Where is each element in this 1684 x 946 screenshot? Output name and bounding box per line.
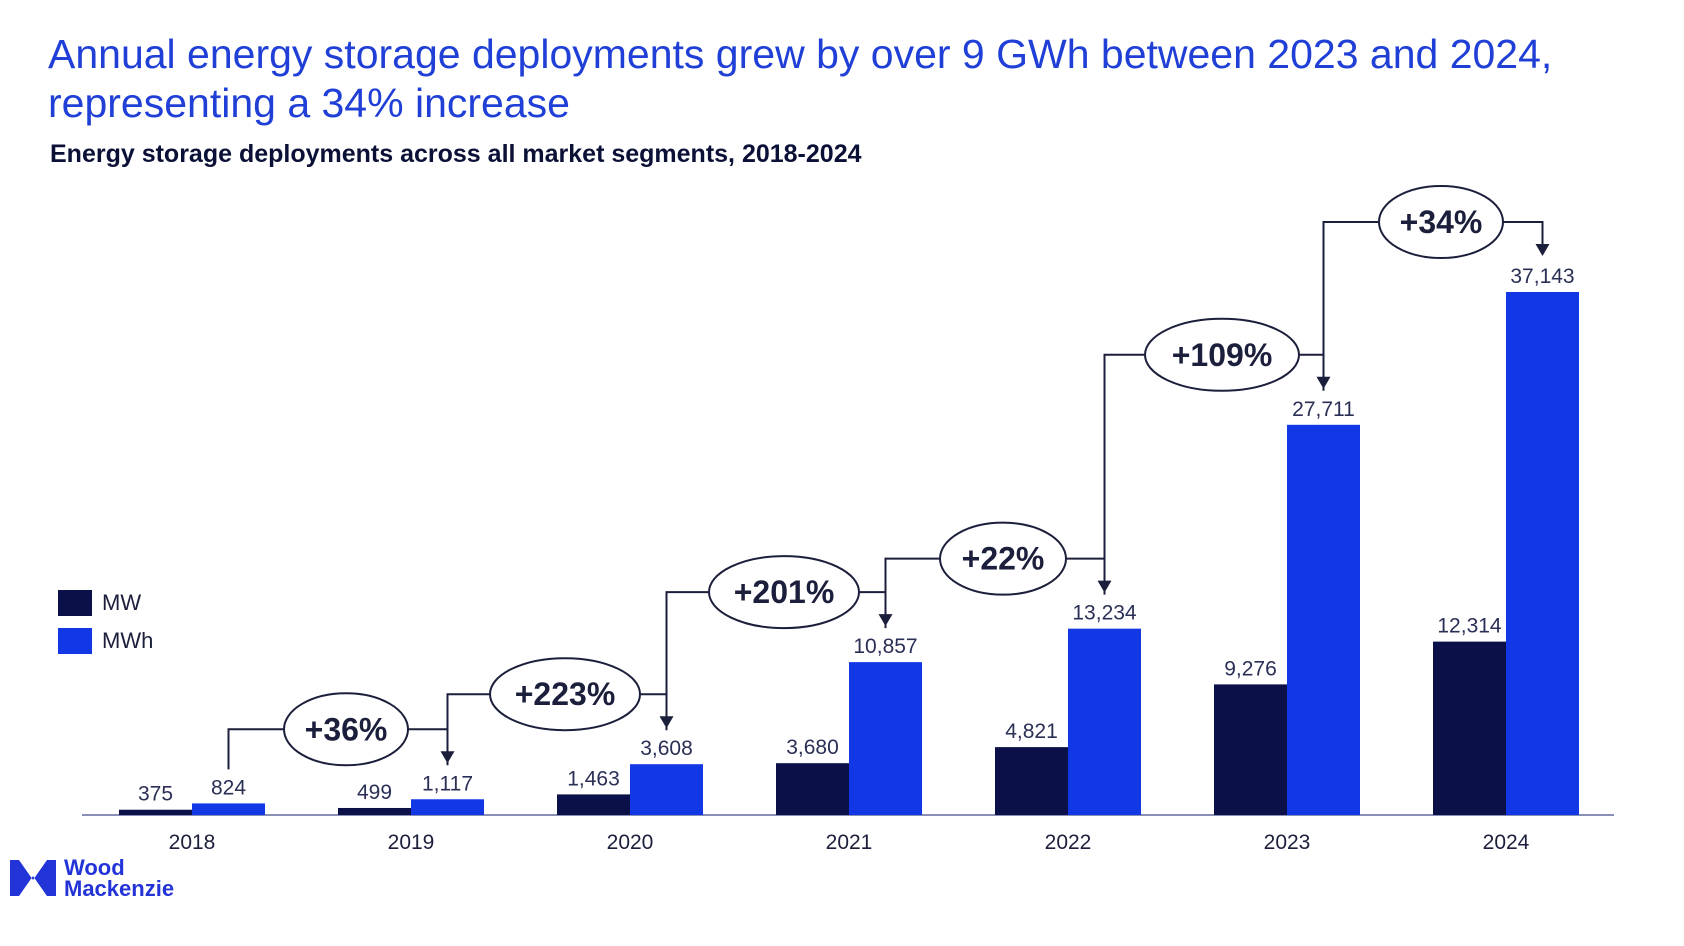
bar-mw-2024 <box>1433 641 1506 815</box>
growth-oval-2022 <box>939 521 1067 596</box>
logo-mark-icon <box>10 860 56 896</box>
legend-swatch-mw <box>58 590 92 616</box>
growth-label-2024: +34% <box>1400 204 1483 240</box>
bar-mwh-2022 <box>1068 628 1141 815</box>
data-label-mw-2020: 1,463 <box>567 767 620 790</box>
data-label-mw-2024: 12,314 <box>1437 615 1502 638</box>
bar-mwh-2018 <box>192 803 265 815</box>
data-label-mwh-2020: 3,608 <box>640 737 693 760</box>
bar-mwh-2020 <box>630 764 703 815</box>
growth-oval-2023 <box>1144 317 1300 392</box>
bar-mw-2023 <box>1214 684 1287 815</box>
x-tick-label-2020: 2020 <box>607 831 654 854</box>
growth-label-2020: +223% <box>515 676 616 712</box>
legend-item-mw: MW <box>58 584 153 622</box>
legend-label-mw: MW <box>102 590 142 615</box>
x-tick-label-2019: 2019 <box>388 831 435 854</box>
legend-swatch-mwh <box>58 628 92 654</box>
growth-oval-2024 <box>1378 185 1504 259</box>
bar-mwh-2024 <box>1506 292 1579 815</box>
data-label-mw-2022: 4,821 <box>1005 720 1058 743</box>
headline: Annual energy storage deployments grew b… <box>48 30 1648 128</box>
logo-line-2: Mackenzie <box>64 876 175 901</box>
growth-oval-2020 <box>489 657 641 732</box>
bar-mw-2022 <box>995 747 1068 815</box>
legend-item-mwh: MWh <box>58 622 153 660</box>
growth-oval-2019 <box>283 692 409 767</box>
bar-mwh-2019 <box>411 799 484 815</box>
bar-mwh-2021 <box>849 662 922 815</box>
bar-mw-2021 <box>776 763 849 815</box>
data-label-mwh-2018: 824 <box>211 776 246 799</box>
growth-label-2019: +36% <box>305 711 388 747</box>
headline-line-2: representing a 34% increase <box>48 80 570 126</box>
wood-mackenzie-logo: Wood Mackenzie <box>10 855 175 901</box>
bar-mw-2020 <box>557 794 630 815</box>
x-tick-label-2021: 2021 <box>826 831 873 854</box>
data-label-mw-2023: 9,276 <box>1224 657 1277 680</box>
data-label-mwh-2021: 10,857 <box>853 635 917 658</box>
headline-line-1: Annual energy storage deployments grew b… <box>48 31 1553 77</box>
data-label-mw-2021: 3,680 <box>786 736 839 759</box>
growth-oval-2021 <box>708 555 860 630</box>
legend: MW MWh <box>58 584 153 660</box>
bar-mw-2018 <box>119 809 192 815</box>
growth-arrowhead-2024 <box>1535 244 1550 256</box>
x-tick-label-2018: 2018 <box>169 831 216 854</box>
x-tick-label-2024: 2024 <box>1483 831 1530 854</box>
bar-mw-2019 <box>338 807 411 815</box>
growth-label-2023: +109% <box>1172 337 1273 373</box>
logo-line-1: Wood <box>64 855 125 880</box>
legend-label-mwh: MWh <box>102 628 154 653</box>
chart-title: Energy storage deployments across all ma… <box>50 140 862 168</box>
x-tick-label-2023: 2023 <box>1264 831 1311 854</box>
data-label-mw-2018: 375 <box>138 783 173 806</box>
data-label-mw-2019: 499 <box>357 781 392 804</box>
data-label-mwh-2019: 1,117 <box>422 772 473 795</box>
data-label-mwh-2022: 13,234 <box>1072 602 1137 625</box>
x-tick-label-2022: 2022 <box>1045 831 1092 854</box>
growth-label-2021: +201% <box>734 574 835 610</box>
data-label-mwh-2023: 27,711 <box>1292 398 1355 421</box>
data-label-mwh-2024: 37,143 <box>1510 265 1574 288</box>
bar-mwh-2023 <box>1287 424 1360 815</box>
growth-label-2022: +22% <box>962 541 1045 577</box>
